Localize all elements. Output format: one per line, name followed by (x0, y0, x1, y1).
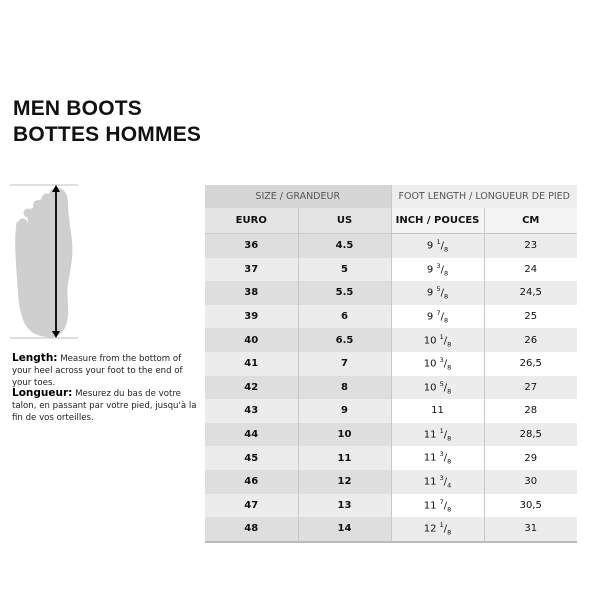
cm-cell: 26,5 (484, 351, 577, 376)
title-fr: BOTTES HOMMES (13, 123, 202, 146)
euro-cell: 47 (205, 493, 299, 518)
length-instruction-en: Length: Measure from the bottom of your … (12, 352, 183, 388)
table-row: 38 5.5 9 5/8 24,5 (205, 281, 577, 305)
us-cell: 6 (298, 304, 392, 329)
table-row: 40 6.5 10 1/8 26 (205, 328, 577, 352)
cm-cell: 23 (484, 233, 577, 258)
table-row: 42 8 10 5/8 27 (205, 375, 577, 400)
inch-cell: 9 1/8 (391, 233, 485, 258)
euro-cell: 36 (205, 233, 299, 258)
us-cell: 12 (298, 469, 392, 494)
table-row: 36 4.5 9 1/8 23 (205, 233, 577, 258)
cm-cell: 29 (484, 446, 577, 470)
us-cell: 9 (298, 399, 392, 423)
cm-cell: 28 (484, 399, 577, 423)
column-header: CM (484, 208, 577, 234)
cm-cell: 31 (484, 517, 577, 543)
group-header-size: SIZE / GRANDEUR (205, 185, 392, 208)
cm-cell: 24,5 (484, 281, 577, 305)
us-cell: 4.5 (298, 233, 392, 258)
euro-cell: 44 (205, 422, 299, 447)
us-cell: 7 (298, 351, 392, 376)
us-cell: 14 (298, 517, 392, 543)
inch-cell: 10 5/8 (391, 375, 485, 400)
inch-cell: 11 (391, 399, 485, 423)
column-header: INCH / POUCES (391, 208, 485, 234)
table-row: 44 10 11 1/8 28,5 (205, 422, 577, 447)
us-cell: 11 (298, 446, 392, 470)
us-cell: 13 (298, 493, 392, 518)
size-chart-table: SIZE / GRANDEUR FOOT LENGTH / LONGUEUR D… (205, 185, 577, 543)
title-en: MEN BOOTS (13, 97, 142, 120)
cm-cell: 30,5 (484, 493, 577, 518)
table-row: 41 7 10 3/8 26,5 (205, 351, 577, 376)
group-header-foot-length: FOOT LENGTH / LONGUEUR DE PIED (391, 185, 577, 208)
inch-cell: 9 5/8 (391, 281, 485, 305)
foot-measure-icon (10, 184, 78, 339)
cm-cell: 24 (484, 257, 577, 282)
column-header: US (298, 208, 392, 234)
euro-cell: 39 (205, 304, 299, 329)
table-row: 45 11 11 3/8 29 (205, 446, 577, 470)
page-title: MEN BOOTS BOTTES HOMMES (13, 96, 201, 148)
inch-cell: 10 1/8 (391, 328, 485, 352)
us-cell: 6.5 (298, 328, 392, 352)
cm-cell: 30 (484, 469, 577, 494)
us-cell: 10 (298, 422, 392, 447)
cm-cell: 26 (484, 328, 577, 352)
inch-cell: 12 1/8 (391, 517, 485, 543)
euro-cell: 43 (205, 399, 299, 423)
column-header: EURO (205, 208, 299, 234)
table-row: 39 6 9 7/8 25 (205, 304, 577, 329)
euro-cell: 38 (205, 281, 299, 305)
euro-cell: 48 (205, 517, 299, 543)
table-row: 47 13 11 7/8 30,5 (205, 493, 577, 518)
euro-cell: 37 (205, 257, 299, 282)
euro-cell: 45 (205, 446, 299, 470)
euro-cell: 42 (205, 375, 299, 400)
cm-cell: 28,5 (484, 422, 577, 447)
inch-cell: 11 7/8 (391, 493, 485, 518)
length-instruction-fr: Longueur: Mesurez du bas de votre talon,… (12, 387, 197, 423)
us-cell: 8 (298, 375, 392, 400)
table-row: 43 9 11 28 (205, 399, 577, 423)
inch-cell: 11 3/4 (391, 469, 485, 494)
us-cell: 5 (298, 257, 392, 282)
cm-cell: 27 (484, 375, 577, 400)
table-row: 46 12 11 3/4 30 (205, 469, 577, 494)
inch-cell: 11 1/8 (391, 422, 485, 447)
inch-cell: 10 3/8 (391, 351, 485, 376)
euro-cell: 40 (205, 328, 299, 352)
table-row: 48 14 12 1/8 31 (205, 517, 577, 543)
cm-cell: 25 (484, 304, 577, 329)
euro-cell: 41 (205, 351, 299, 376)
inch-cell: 11 3/8 (391, 446, 485, 470)
inch-cell: 9 3/8 (391, 257, 485, 282)
table-row: 37 5 9 3/8 24 (205, 257, 577, 282)
euro-cell: 46 (205, 469, 299, 494)
inch-cell: 9 7/8 (391, 304, 485, 329)
us-cell: 5.5 (298, 281, 392, 305)
